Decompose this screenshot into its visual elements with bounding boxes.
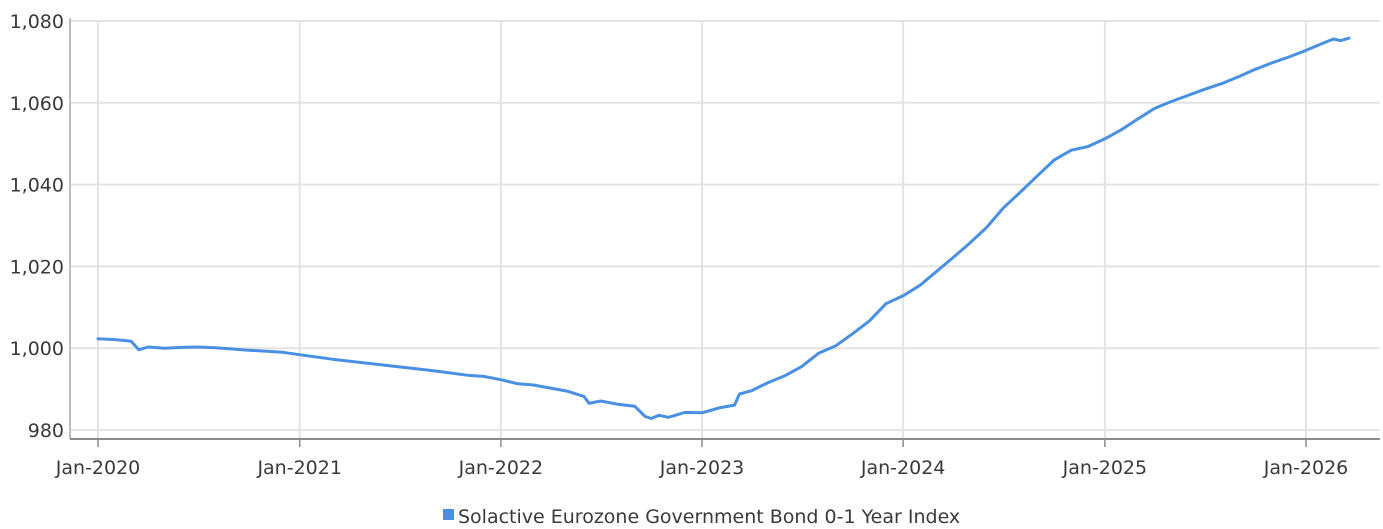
series-layer: [98, 38, 1349, 418]
y-tick-label: 1,020: [10, 256, 64, 278]
y-tick-label: 1,040: [10, 175, 64, 197]
y-tick-label: 1,080: [10, 11, 64, 33]
x-tick-label: Jan-2024: [860, 457, 946, 479]
gridlines: [70, 18, 1380, 439]
y-tick-label: 1,060: [10, 93, 64, 115]
legend-label: Solactive Eurozone Government Bond 0-1 Y…: [458, 506, 960, 528]
y-tick-label: 980: [28, 420, 64, 442]
x-tick-label: Jan-2020: [55, 457, 141, 479]
x-tick-label: Jan-2022: [458, 457, 544, 479]
legend-swatch: [443, 509, 454, 520]
x-tick-label: Jan-2025: [1062, 457, 1148, 479]
x-tick-label: Jan-2021: [256, 457, 342, 479]
y-axis-ticks: 980 1,000 1,020 1,040 1,060 1,080: [10, 11, 64, 442]
y-tick-label: 1,000: [10, 338, 64, 360]
legend: Solactive Eurozone Government Bond 0-1 Y…: [443, 506, 960, 528]
x-axis-ticks: Jan-2020 Jan-2021 Jan-2022 Jan-2023 Jan-2024…: [55, 439, 1349, 479]
series-line: [98, 38, 1349, 418]
x-tick-label: Jan-2026: [1263, 457, 1349, 479]
x-tick-label: Jan-2023: [659, 457, 745, 479]
